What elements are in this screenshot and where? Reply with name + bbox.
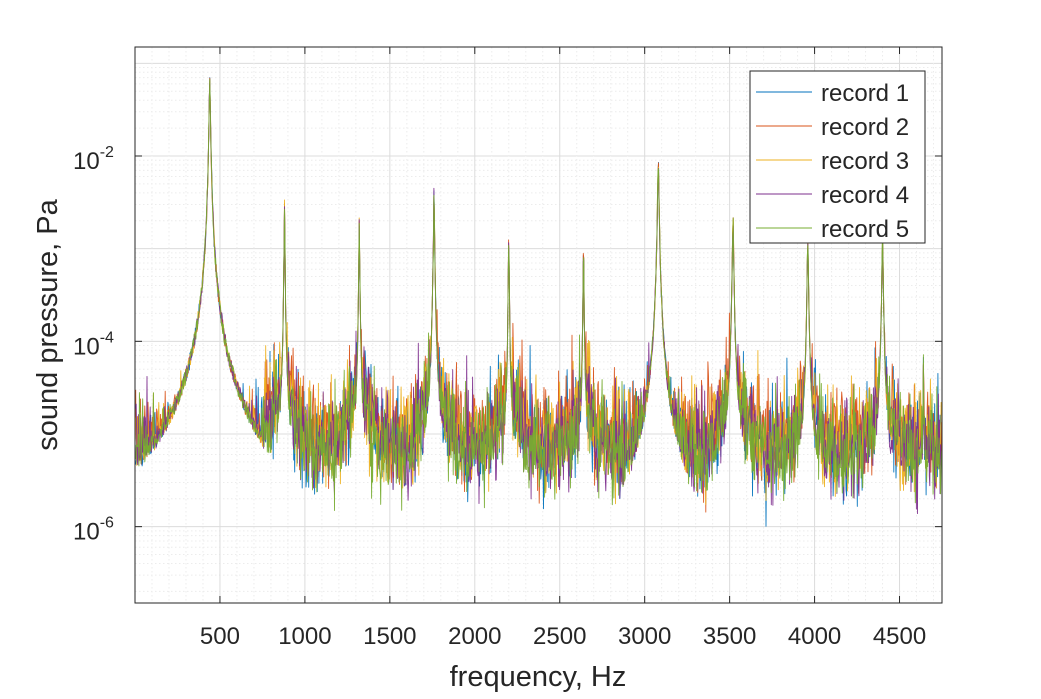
ticks: 500 1000 1500 2000 2500 3000 3500 4000 4500 10-6 1…	[73, 47, 942, 650]
x-tick-label: 3000	[618, 623, 671, 650]
legend-label-4: record 4	[821, 182, 909, 209]
x-axis-label: frequency, Hz	[450, 661, 627, 693]
y-axis-label: sound pressure, Pa	[32, 198, 64, 450]
legend-label-1: record 1	[821, 80, 909, 107]
x-tick-label: 2000	[448, 623, 501, 650]
legend-box	[749, 70, 926, 244]
x-tick-label: 3500	[703, 623, 756, 650]
series-line-5	[135, 78, 943, 511]
legend: record 1 record 2 record 3 record 4 record 5	[749, 70, 926, 244]
legend-label-2: record 2	[821, 114, 909, 141]
series-group	[135, 77, 943, 527]
y-tick-label: 10-2	[73, 144, 114, 175]
x-tick-label: 500	[200, 623, 240, 650]
legend-label-3: record 3	[821, 148, 909, 175]
y-tick-label: 10-6	[73, 515, 114, 546]
x-tick-label: 2500	[533, 623, 586, 650]
y-tick-label: 10-4	[73, 329, 114, 360]
x-tick-label: 1000	[278, 623, 331, 650]
x-tick-label: 1500	[363, 623, 416, 650]
legend-label-5: record 5	[821, 216, 909, 243]
axes-box	[134, 46, 943, 604]
x-tick-label: 4500	[873, 623, 926, 650]
x-tick-label: 4000	[788, 623, 841, 650]
